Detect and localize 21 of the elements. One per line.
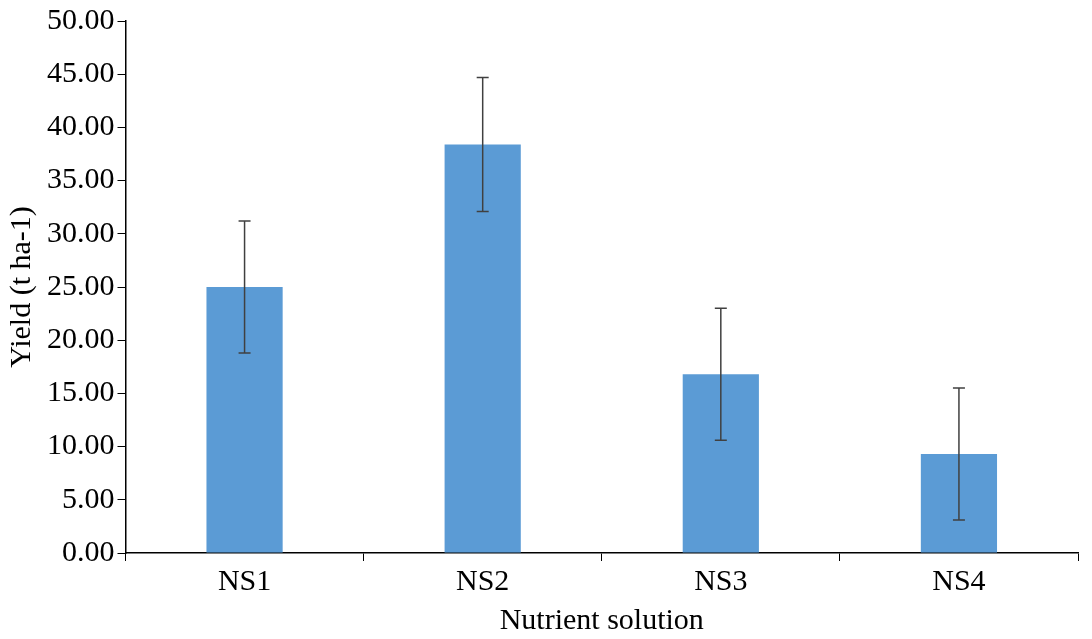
y-tick-label: 40.00	[47, 108, 115, 142]
y-tick-label: 35.00	[47, 161, 115, 195]
y-tick-label: 50.00	[47, 1, 115, 35]
y-tick-label: 30.00	[47, 214, 115, 248]
y-tick-label: 25.00	[47, 267, 115, 301]
y-tick-label: 10.00	[47, 427, 115, 461]
x-tick-label: NS3	[694, 562, 748, 596]
bar	[206, 287, 283, 553]
x-tick-label: NS4	[932, 562, 986, 596]
x-tick-label: NS1	[217, 562, 272, 596]
y-tick-label: 45.00	[47, 55, 115, 89]
y-tick-label: 20.00	[47, 321, 115, 355]
bar	[682, 374, 759, 553]
x-tick-label: NS2	[456, 562, 510, 596]
bar	[444, 144, 521, 553]
bar	[920, 454, 998, 553]
x-axis-title: Nutrient solution	[499, 601, 704, 635]
y-tick-label: 15.00	[47, 374, 115, 408]
y-axis-title: Yield (t ha-1)	[2, 206, 37, 368]
y-tick-label: 0.00	[62, 533, 115, 567]
y-tick-label: 5.00	[62, 480, 115, 514]
